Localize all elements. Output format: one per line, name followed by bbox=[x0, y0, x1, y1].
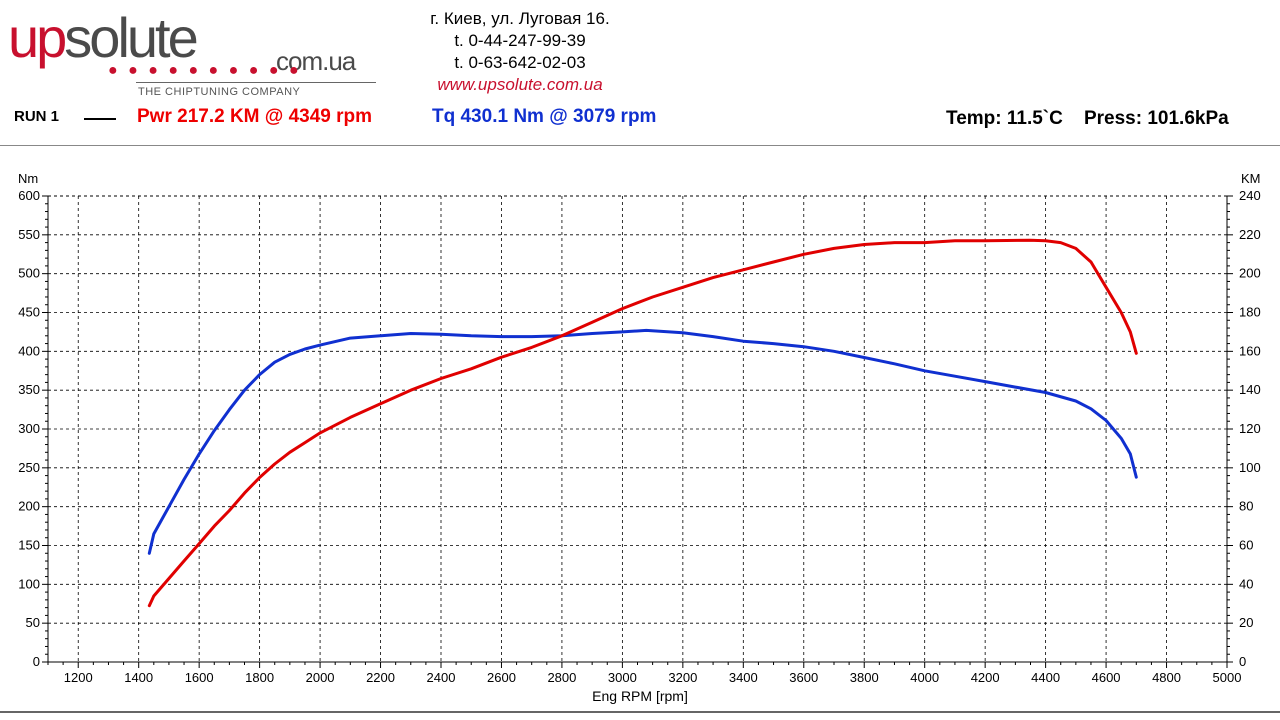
x-tick-label: 1400 bbox=[124, 670, 153, 685]
y-left-tick-label: 200 bbox=[18, 499, 40, 514]
y-right-tick-label: 60 bbox=[1239, 538, 1253, 553]
y-axis-left-label: Nm bbox=[18, 171, 38, 186]
contact-block: г. Киев, ул. Луговая 16. t. 0-44-247-99-… bbox=[400, 8, 640, 96]
y-right-tick-label: 80 bbox=[1239, 499, 1253, 514]
y-right-tick-label: 160 bbox=[1239, 343, 1261, 358]
y-right-tick-label: 120 bbox=[1239, 421, 1261, 436]
y-right-tick-label: 240 bbox=[1239, 188, 1261, 203]
logo-up-text: up bbox=[8, 6, 67, 69]
dyno-chart-frame bbox=[0, 145, 1280, 713]
x-tick-label: 1200 bbox=[64, 670, 93, 685]
y-left-tick-label: 550 bbox=[18, 227, 40, 242]
contact-website: www.upsolute.com.ua bbox=[437, 75, 603, 94]
y-left-tick-label: 500 bbox=[18, 266, 40, 281]
y-right-tick-label: 40 bbox=[1239, 576, 1253, 591]
chart-series bbox=[147, 238, 1138, 608]
x-axis-label: Eng RPM [rpm] bbox=[592, 688, 688, 704]
logo-solute-text: solute bbox=[64, 6, 198, 69]
y-left-tick-label: 450 bbox=[18, 305, 40, 320]
x-tick-label: 4000 bbox=[910, 670, 939, 685]
contact-phone-1: t. 0-44-247-99-39 bbox=[454, 31, 586, 50]
x-tick-label: 4600 bbox=[1092, 670, 1121, 685]
x-tick-label: 1800 bbox=[245, 670, 274, 685]
y-right-tick-label: 0 bbox=[1239, 654, 1246, 669]
run-label: RUN 1 bbox=[14, 108, 60, 125]
contact-address: г. Киев, ул. Луговая 16. bbox=[430, 9, 610, 28]
torque-summary: Tq 430.1 Nm @ 3079 rpm bbox=[432, 106, 657, 127]
x-tick-label: 4800 bbox=[1152, 670, 1181, 685]
y-right-tick-label: 200 bbox=[1239, 266, 1261, 281]
y-right-tick-label: 180 bbox=[1239, 305, 1261, 320]
x-tick-label: 3600 bbox=[789, 670, 818, 685]
x-tick-label: 3200 bbox=[668, 670, 697, 685]
y-left-tick-label: 100 bbox=[18, 576, 40, 591]
logo-wordmark: upsolute bbox=[8, 6, 199, 69]
x-tick-label: 2000 bbox=[306, 670, 335, 685]
upsolute-logo: upsolute com.ua ● ● ● ● ● ● ● ● ● ● THE … bbox=[8, 8, 388, 98]
chart-grid bbox=[48, 196, 1227, 662]
y-left-tick-label: 300 bbox=[18, 421, 40, 436]
y-right-tick-label: 100 bbox=[1239, 460, 1261, 475]
x-tick-label: 2600 bbox=[487, 670, 516, 685]
contact-phone-2: t. 0-63-642-02-03 bbox=[454, 53, 586, 72]
y-right-tick-label: 220 bbox=[1239, 227, 1261, 242]
y-left-tick-label: 50 bbox=[26, 615, 40, 630]
logo-dots: ● ● ● ● ● ● ● ● ● ● bbox=[108, 62, 302, 79]
x-tick-label: 3400 bbox=[729, 670, 758, 685]
y-left-tick-label: 250 bbox=[18, 460, 40, 475]
y-right-tick-label: 140 bbox=[1239, 382, 1261, 397]
y-left-tick-label: 600 bbox=[18, 188, 40, 203]
x-tick-label: 2400 bbox=[427, 670, 456, 685]
series-line-pwr bbox=[147, 238, 1138, 608]
y-left-tick-label: 350 bbox=[18, 382, 40, 397]
run-line-swatch bbox=[84, 118, 116, 120]
conditions-summary: Temp: 11.5`C Press: 101.6kPa bbox=[946, 108, 1229, 129]
x-tick-label: 1600 bbox=[185, 670, 214, 685]
logo-divider bbox=[136, 82, 376, 83]
chart-ticks: 1200 1400 1600 1800 2000 2200 2400 2600 2800 3000… bbox=[18, 188, 1260, 685]
x-tick-label: 5000 bbox=[1213, 670, 1242, 685]
x-tick-label: 3000 bbox=[608, 670, 637, 685]
y-axis-right-label: KM bbox=[1241, 171, 1261, 186]
x-tick-label: 2800 bbox=[547, 670, 576, 685]
y-left-tick-label: 400 bbox=[18, 343, 40, 358]
y-right-tick-label: 20 bbox=[1239, 615, 1253, 630]
y-left-tick-label: 0 bbox=[33, 654, 40, 669]
y-left-tick-label: 150 bbox=[18, 538, 40, 553]
logo-tagline: THE CHIPTUNING COMPANY bbox=[138, 86, 301, 98]
x-tick-label: 4400 bbox=[1031, 670, 1060, 685]
logo-domain: com.ua bbox=[276, 46, 356, 76]
x-tick-label: 4200 bbox=[971, 670, 1000, 685]
series-line-tq bbox=[147, 328, 1138, 555]
x-tick-label: 2200 bbox=[366, 670, 395, 685]
x-tick-label: 3800 bbox=[850, 670, 879, 685]
power-summary: Pwr 217.2 KM @ 4349 rpm bbox=[137, 106, 373, 127]
